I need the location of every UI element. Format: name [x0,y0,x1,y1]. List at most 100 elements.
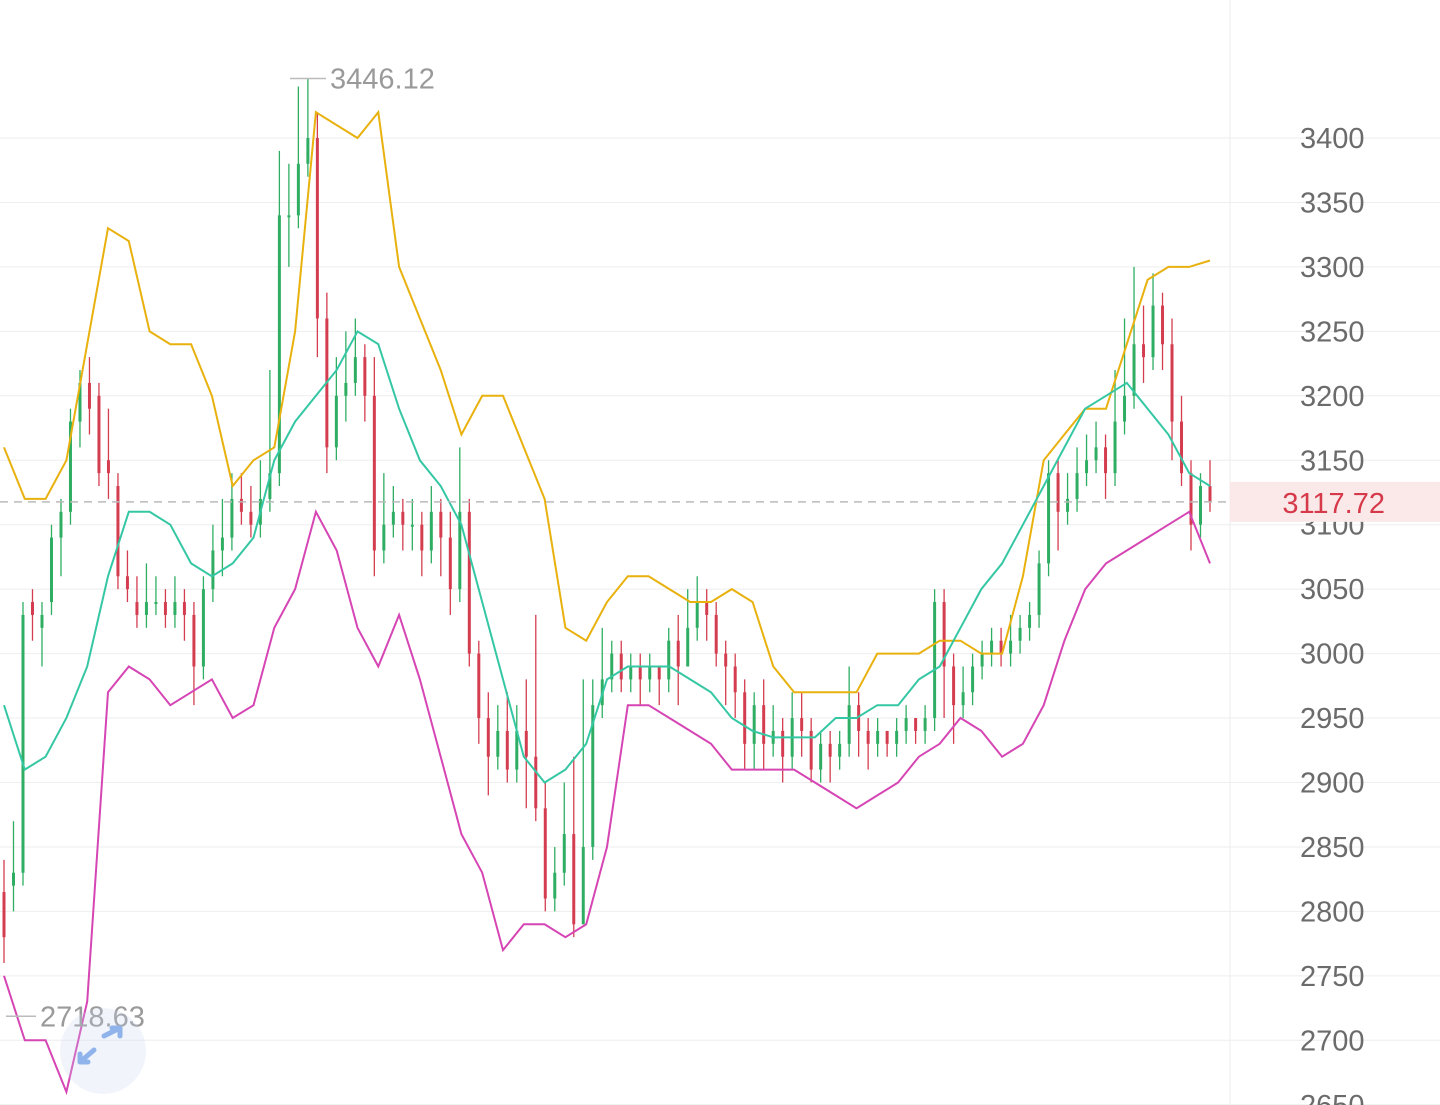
candle-up [1151,305,1155,358]
candle-up [1075,473,1079,499]
candle-down [1104,447,1108,474]
y-tick-label: 3350 [1300,187,1365,219]
candle-down [1208,486,1212,502]
candle-up [515,730,519,770]
candle-up [1094,447,1098,461]
candle-down [866,730,870,744]
y-tick-label: 2650 [1300,1090,1365,1105]
candle-up [201,589,205,667]
candle-down [372,395,376,551]
candle-up [277,215,281,474]
candle-up [230,498,234,538]
expand-button[interactable] [60,1008,146,1094]
candle-up [686,627,690,667]
candle-up [562,834,566,873]
candle-up [496,730,500,757]
candle-up [933,602,937,719]
current-price-label: 3117.72 [1282,488,1385,520]
current-price-badge [1230,481,1440,522]
candle-down [543,808,547,899]
candle-down [135,602,139,615]
candle-up [59,511,63,538]
candle-down [534,756,538,809]
candle-up [211,550,215,590]
candle-down [1161,305,1165,345]
candle-down [249,511,253,525]
candle-up [220,537,224,551]
candle-up [21,614,25,873]
y-tick-label: 2700 [1300,1025,1365,1057]
candle-down [116,486,120,577]
candle-down [638,666,642,680]
y-axis: 2650270027502800285029002950300030503100… [1300,123,1365,1105]
y-tick-label: 3400 [1300,123,1365,155]
candle-down [505,730,509,770]
candle-up [990,640,994,654]
candle-up [980,653,984,667]
candle-up [391,511,395,525]
candle-up [78,382,82,422]
candle-down [87,382,91,409]
candle-down [125,576,129,590]
bollinger-bands [3,109,1211,1096]
candlestick-series [2,78,1212,963]
candle-down [942,602,946,667]
y-tick-label: 2750 [1300,961,1365,993]
candle-down [809,730,813,770]
candle-up [144,602,148,615]
candle-up [819,743,823,770]
expand-arrows-icon [77,1025,123,1065]
candle-up [1113,421,1117,474]
candle-down [1170,344,1174,422]
candle-up [1066,498,1070,512]
candle-down [239,498,243,512]
candle-up [610,653,614,680]
candle-up [838,743,842,757]
candle-up [971,666,975,693]
bollinger-middle-line [3,329,1211,784]
candle-down [363,357,367,396]
candle-up [629,666,633,680]
candle-down [467,511,471,654]
candle-up [296,163,300,216]
y-tick-label: 2900 [1300,768,1365,800]
low-annotation-label: 2718.63 [40,1001,145,1033]
candle-up [306,138,310,164]
candle-down [192,614,196,667]
candle-up [961,692,965,706]
candle-up [695,602,699,628]
candle-down [477,653,481,719]
candle-up [895,730,899,744]
candle-down [2,892,6,938]
y-tick-label: 3300 [1300,252,1365,284]
candle-up [1018,627,1022,641]
candle-up [1085,460,1089,474]
y-tick-label: 3250 [1300,316,1365,348]
y-tick-label: 2850 [1300,832,1365,864]
candle-up [581,846,585,925]
candle-up [410,524,414,527]
candle-up [1037,563,1041,615]
bollinger-upper-line [3,109,1211,694]
candle-down [1189,473,1193,525]
candle-down [401,511,405,525]
candle-down [572,834,576,925]
candle-down [97,395,101,474]
candle-up [429,511,433,551]
candle-up [847,705,851,744]
candle-up [40,614,44,628]
candle-up [1199,486,1203,525]
y-tick-label: 3050 [1300,574,1365,606]
candle-up [154,602,158,605]
candle-down [619,653,623,680]
candle-down [1180,421,1184,474]
candle-down [676,640,680,667]
candle-down [106,460,110,474]
candle-down [30,602,34,615]
candle-down [762,705,766,744]
candle-down [952,666,956,706]
candle-down [733,666,737,693]
candle-up [49,537,53,603]
